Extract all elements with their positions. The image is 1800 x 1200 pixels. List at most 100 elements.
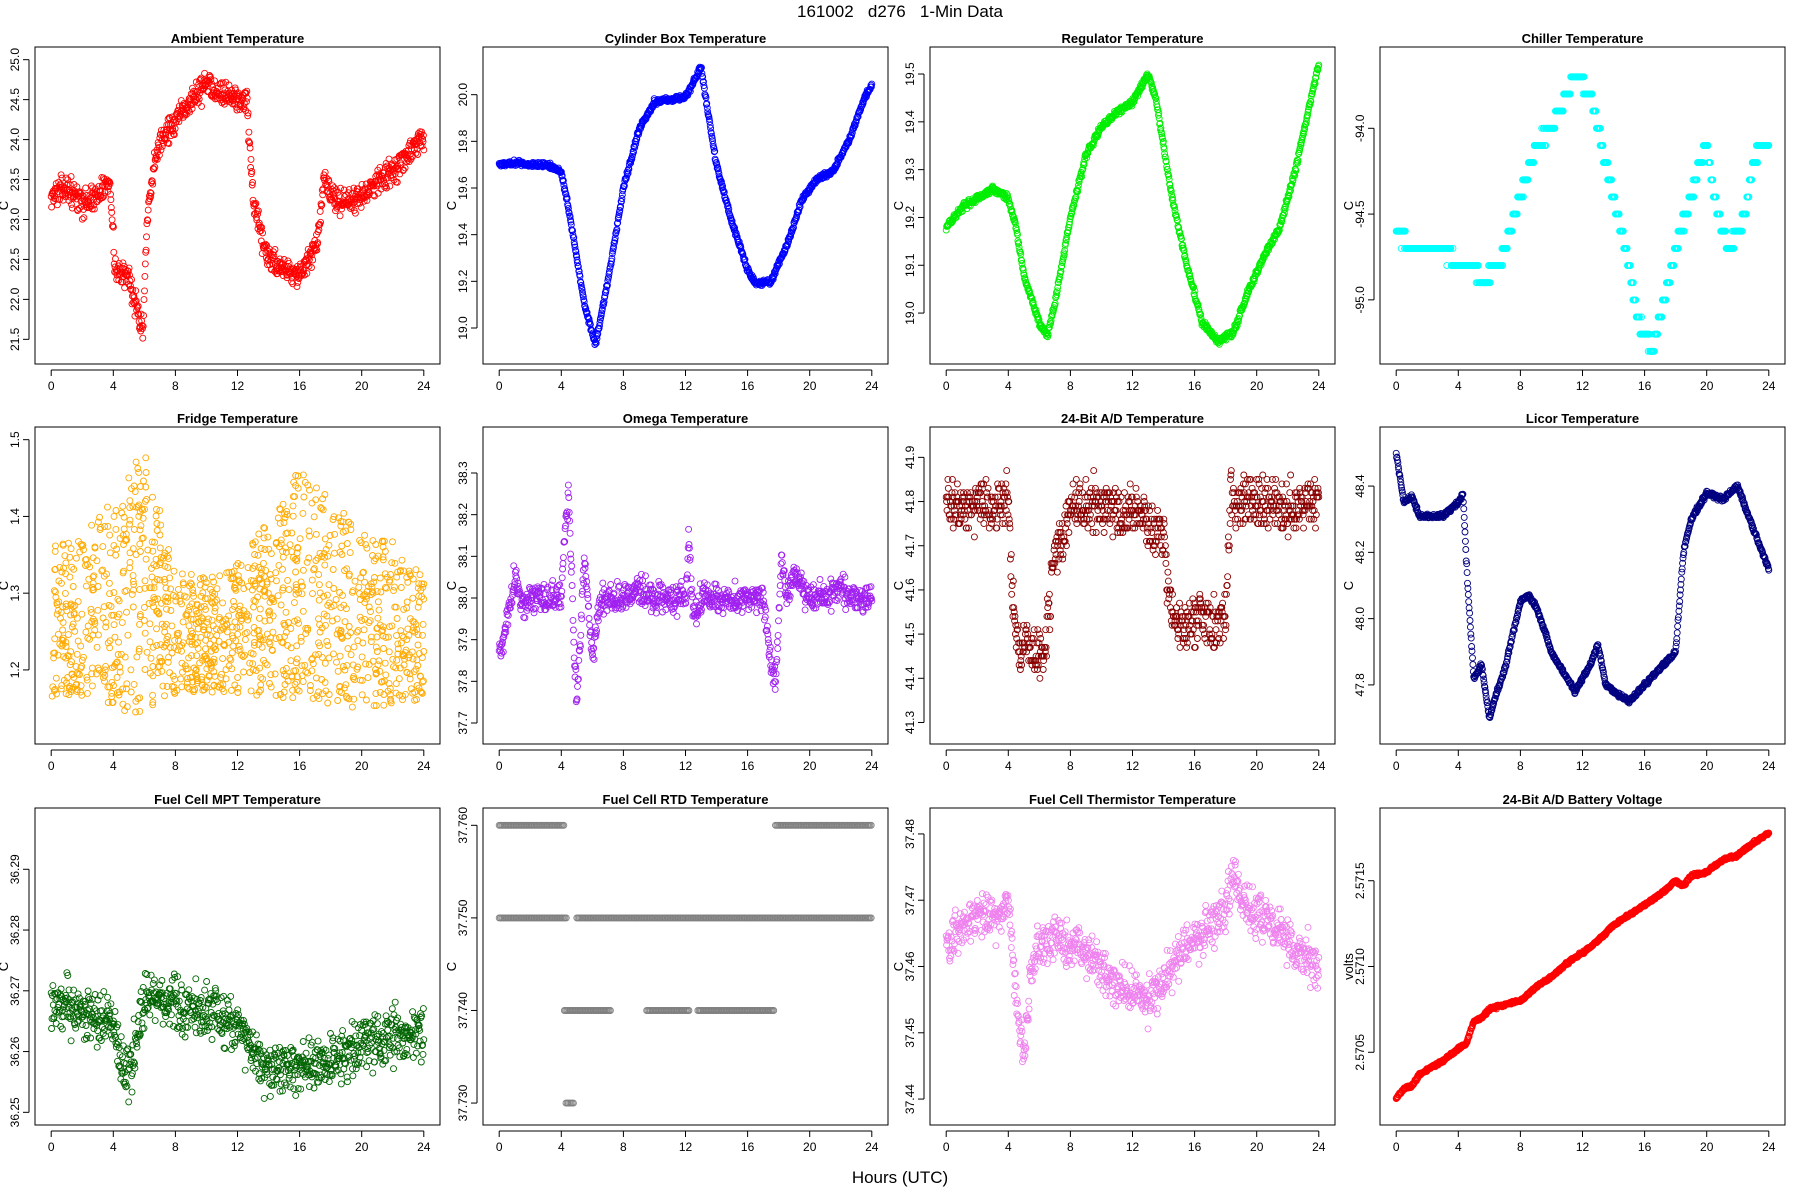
data-point [345,518,352,526]
data-point [412,149,420,157]
data-point [359,569,367,577]
data-point [276,505,284,513]
data-point [1623,244,1631,252]
data-point [109,223,117,231]
data-point [1190,283,1198,291]
data-point [344,645,352,653]
data-point [380,701,388,709]
data-point [741,255,749,263]
x-tick-label: 16 [1188,379,1202,393]
data-point [100,572,108,580]
data-point [314,239,322,247]
data-point [123,680,131,688]
data-point [135,512,143,520]
data-point [195,609,203,617]
data-point [1638,313,1646,321]
data-point [67,545,75,553]
data-point [175,636,183,644]
data-point [376,667,384,675]
data-point [190,688,198,696]
data-point [143,648,151,656]
data-point [61,552,69,560]
data-point [266,616,274,624]
data-point [1047,320,1055,327]
data-point [167,585,175,593]
data-point [178,570,186,578]
data-point [605,267,613,275]
data-point [715,170,723,178]
data-point [211,608,219,616]
data-point [861,94,869,102]
data-point [213,631,221,639]
data-point [857,106,865,114]
data-point [115,597,123,605]
data-point [251,551,259,558]
data-point [83,676,91,684]
data-point [315,596,323,604]
data-point [373,669,380,677]
data-point [617,202,625,210]
data-point [367,638,375,646]
data-point [110,248,118,256]
data-point [1447,244,1455,252]
data-point [110,682,117,689]
data-point [386,182,394,190]
data-point [119,700,127,708]
data-point [232,562,240,570]
data-point [235,576,243,584]
data-point [373,624,381,632]
data-point [398,556,406,564]
x-tick-label: 12 [1126,379,1140,393]
data-point [158,142,166,150]
y-tick-label: 22.0 [8,287,22,311]
data-point [161,549,169,557]
data-point [73,686,81,693]
data-point [323,181,331,189]
data-point [52,542,59,550]
data-point [213,596,220,604]
data-point [358,691,366,699]
data-point [141,287,148,295]
data-point [1159,135,1166,142]
data-point [139,334,147,342]
data-point [324,699,332,707]
data-point [66,181,74,189]
data-point [107,602,115,610]
data-point [73,650,81,658]
data-point [244,616,252,624]
x-tick-label: 20 [1250,379,1264,393]
data-point [267,683,275,691]
data-point [66,573,74,581]
data-point [292,568,300,576]
data-point [79,192,87,200]
data-point [332,596,340,603]
data-point [309,590,316,598]
data-point [796,203,804,211]
data-point [1632,296,1640,304]
data-point [1285,193,1293,201]
data-point [419,678,426,686]
data-point [410,146,418,153]
data-point [1151,90,1159,98]
data-point [281,621,289,629]
data-point [99,614,107,622]
data-point [339,663,347,670]
data-point [303,269,311,277]
data-point [384,633,392,641]
panel-5: Fridge TemperatureC048121620241.21.31.41… [0,411,441,773]
data-point [1499,262,1507,269]
data-point [246,659,254,667]
data-point [239,653,247,660]
data-point [207,647,215,655]
data-point [252,667,260,674]
data-point [99,674,107,682]
data-point [419,131,427,139]
data-point [1742,210,1750,218]
data-point [260,656,267,664]
data-point [245,128,253,136]
data-point [263,661,271,669]
data-point [159,682,167,690]
data-point [146,638,154,646]
data-point [143,220,151,228]
data-point [293,678,301,686]
